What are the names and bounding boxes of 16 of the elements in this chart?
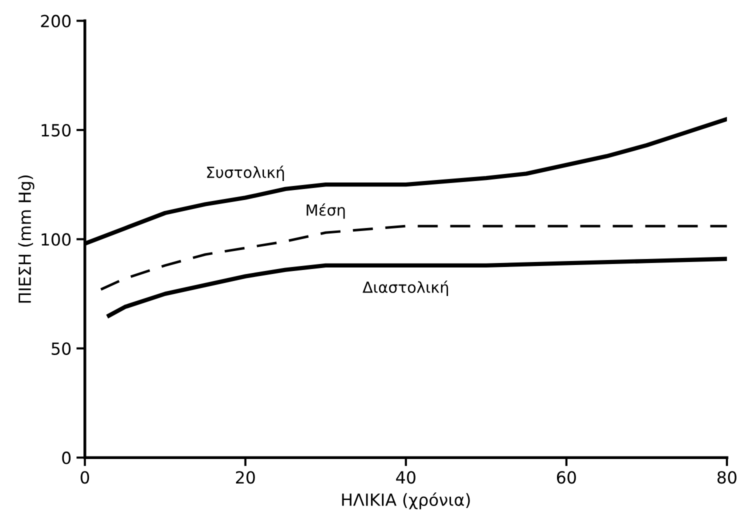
- line-series: [106, 256, 727, 318]
- x-tick-label: 60: [556, 471, 576, 484]
- series-label: Μέση: [306, 203, 345, 219]
- y-tick-label: 150: [42, 124, 71, 137]
- y-tick-label: 100: [42, 233, 71, 246]
- x-tick-label: 80: [717, 471, 736, 484]
- x-tick-label: 0: [80, 471, 90, 484]
- x-tick-label: 20: [236, 471, 255, 484]
- y-tick-label: 200: [41, 14, 71, 28]
- series-label: Διαστολική: [362, 280, 448, 296]
- y-tick-label: 0: [62, 452, 71, 464]
- x-tick-label: 40: [396, 471, 416, 484]
- series-label: Συστολική: [207, 166, 284, 182]
- x-axis-title: ΗΛΙΚΙΑ (χρόνια): [342, 492, 470, 510]
- y-tick-label: 50: [52, 342, 71, 355]
- y-axis-title: ΠΙΕΣΗ (mm Hg): [18, 176, 34, 303]
